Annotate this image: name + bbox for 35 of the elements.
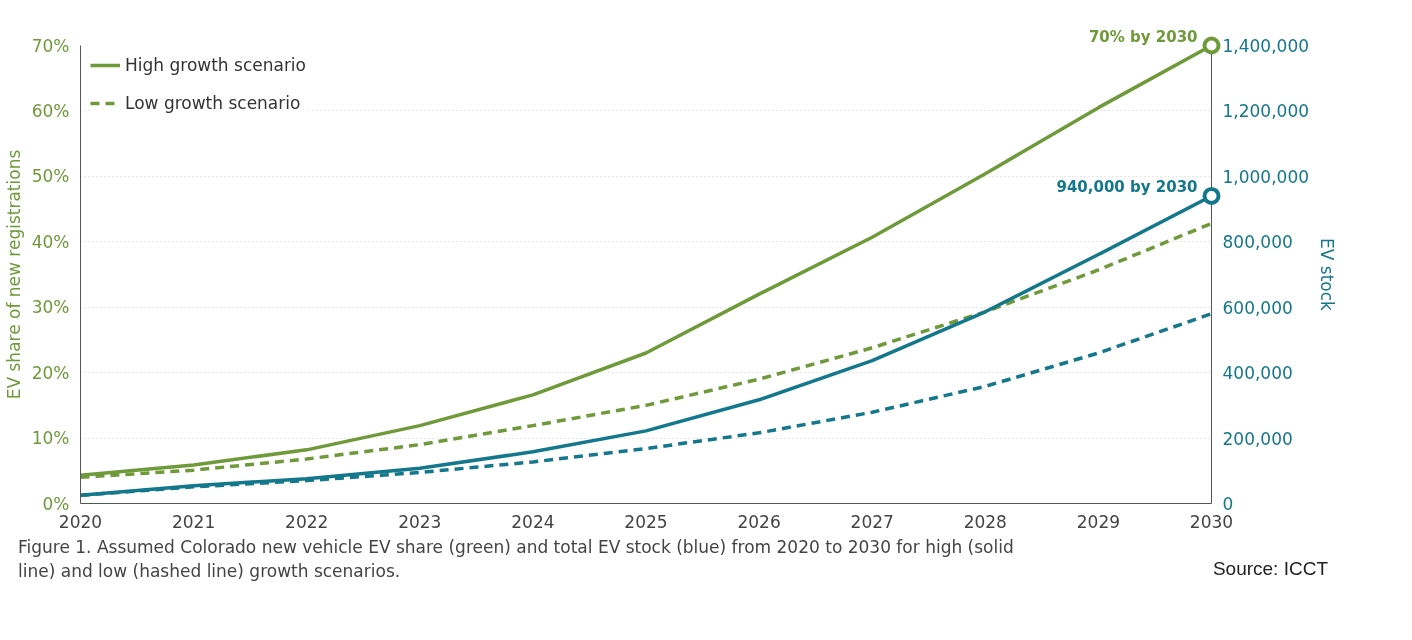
x-tick-label: 2025	[624, 511, 668, 532]
x-tick-label: 2027	[850, 511, 894, 532]
y-tick-label: 30%	[31, 297, 70, 318]
y-tick-label: 70%	[31, 35, 70, 56]
y2-tick-label: 400,000	[1222, 363, 1293, 384]
x-tick-label: 2020	[58, 511, 103, 532]
y2-tick-label: 0	[1222, 494, 1234, 514]
y2-tick-label: 1,000,000	[1222, 166, 1310, 187]
data-label: 70% by 2030	[1088, 27, 1198, 46]
y2-tick-label: 1,200,000	[1222, 101, 1310, 122]
legend-label: Low growth scenario	[125, 93, 301, 113]
x-tick-label: 2028	[963, 511, 1007, 532]
data-label: 940,000 by 2030	[1056, 177, 1198, 196]
y-tick-label: 20%	[31, 362, 70, 383]
x-tick-label: 2026	[737, 511, 781, 532]
caption: Figure 1. Assumed Colorado new vehicle EV share (green) and total EV stock (blue) from 2020 to 2030 for high (solid line) and low (hashed line) growth scenarios.	[18, 536, 1015, 584]
x-tick-label: 2029	[1076, 511, 1121, 532]
y2-axis-title: EV stock	[1317, 238, 1338, 312]
y2-tick-label: 600,000	[1222, 297, 1293, 318]
x-tick-label: 2024	[511, 511, 555, 532]
y-tick-label: 10%	[31, 428, 70, 449]
x-tick-label: 2022	[285, 511, 329, 532]
legend-label: High growth scenario	[125, 55, 306, 75]
y2-tick-label: 200,000	[1222, 428, 1293, 449]
x-tick-label: 2030	[1189, 511, 1234, 532]
x-tick-label: 2021	[171, 511, 216, 532]
y-tick-label: 40%	[31, 231, 70, 252]
source-note: Source: ICCT	[1212, 557, 1328, 581]
x-tick-label: 2023	[398, 511, 442, 532]
y-tick-label: 0%	[42, 493, 70, 514]
y-axis-title: EV share of new registrations	[3, 149, 24, 400]
y-tick-label: 50%	[31, 166, 70, 187]
y-tick-label: 60%	[31, 100, 70, 121]
y2-tick-label: 1,400,000	[1222, 36, 1310, 56]
y2-tick-label: 800,000	[1222, 232, 1293, 253]
